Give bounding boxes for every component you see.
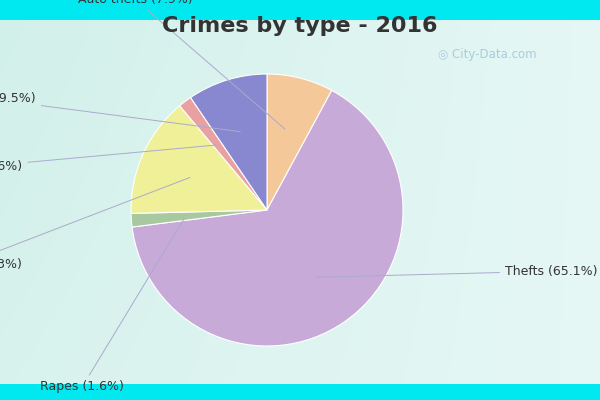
Text: Assaults (9.5%): Assaults (9.5%) bbox=[0, 92, 240, 132]
Wedge shape bbox=[131, 210, 267, 227]
Text: Rapes (1.6%): Rapes (1.6%) bbox=[40, 218, 184, 393]
Wedge shape bbox=[191, 74, 267, 210]
Text: ◎ City-Data.com: ◎ City-Data.com bbox=[438, 48, 536, 61]
Text: Arson (1.6%): Arson (1.6%) bbox=[0, 145, 215, 173]
Wedge shape bbox=[132, 90, 403, 346]
Text: Crimes by type - 2016: Crimes by type - 2016 bbox=[162, 16, 438, 36]
Wedge shape bbox=[131, 106, 267, 214]
Text: Auto thefts (7.9%): Auto thefts (7.9%) bbox=[77, 0, 285, 129]
Text: Burglaries (14.3%): Burglaries (14.3%) bbox=[0, 178, 190, 271]
Text: Thefts (65.1%): Thefts (65.1%) bbox=[316, 265, 598, 278]
Wedge shape bbox=[267, 74, 332, 210]
Wedge shape bbox=[179, 98, 267, 210]
